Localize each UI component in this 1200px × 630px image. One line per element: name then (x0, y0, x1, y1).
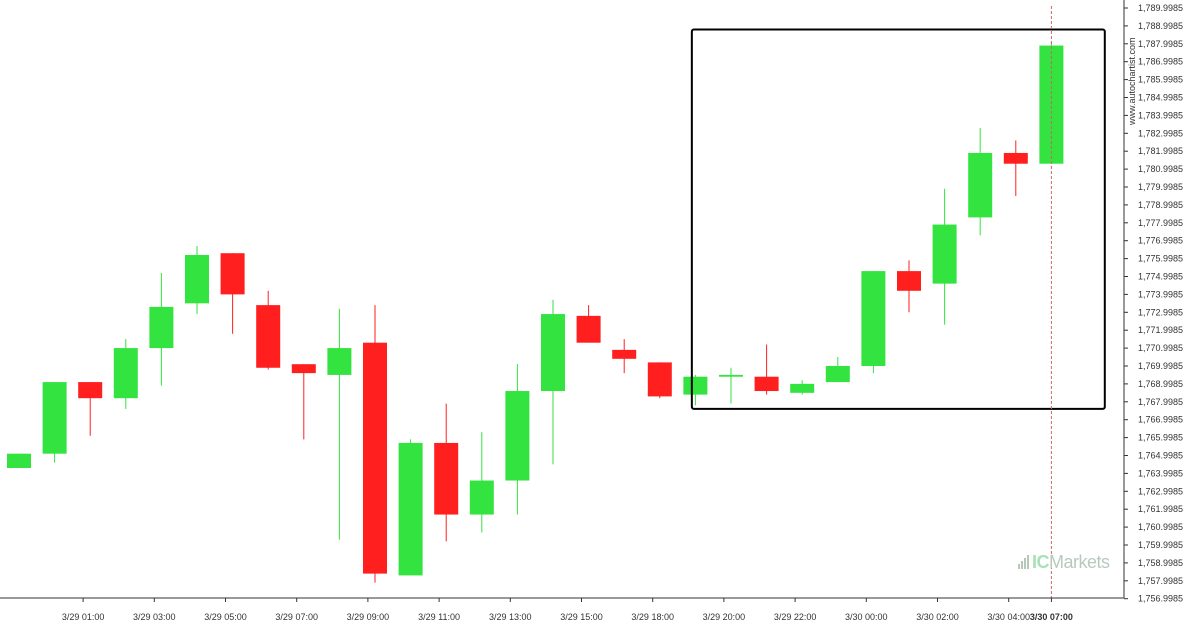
y-tick-label: 1,762.9985 (1138, 486, 1183, 496)
brand-logo: ICMarkets (1018, 551, 1110, 573)
y-tick-label: 1,761.9985 (1138, 504, 1183, 514)
brand-prefix: IC (1032, 551, 1050, 572)
watermark-text: www.autochartist.com (1127, 37, 1137, 126)
y-tick-label: 1,780.9985 (1138, 164, 1183, 174)
x-tick-label: 3/29 15:00 (560, 612, 603, 622)
y-tick-label: 1,789.9985 (1138, 3, 1183, 13)
candle-body (434, 442, 459, 515)
candle-body (78, 382, 103, 399)
x-tick-label: 3/30 04:00 (987, 612, 1030, 622)
candle-body (932, 224, 957, 284)
candle-body (968, 152, 993, 218)
y-tick-label: 1,785.9985 (1138, 75, 1183, 85)
candle-body (754, 376, 779, 392)
x-tick-label: 3/30 00:00 (845, 612, 888, 622)
candle-body (256, 305, 281, 368)
y-tick-label: 1,757.9985 (1138, 576, 1183, 586)
y-tick-label: 1,786.9985 (1138, 57, 1183, 67)
candle-body (185, 254, 209, 304)
y-tick-label: 1,763.9985 (1138, 468, 1183, 478)
candle-body (897, 271, 921, 291)
pattern-box-layer (690, 28, 1106, 410)
y-tick-label: 1,782.9985 (1138, 128, 1183, 138)
candle-body (683, 376, 708, 395)
candle-body (790, 383, 815, 393)
y-tick-label: 1,777.9985 (1138, 218, 1183, 228)
brand-suffix: Markets (1049, 551, 1110, 572)
candle-body (647, 362, 672, 397)
candle-body (505, 391, 530, 481)
candle-body (541, 314, 565, 392)
y-tick-label: 1,770.9985 (1138, 343, 1183, 353)
x-tick-label: 3/29 07:00 (275, 612, 318, 622)
y-tick-label: 1,759.9985 (1138, 540, 1183, 550)
candle-body (220, 253, 245, 295)
candle-body (149, 306, 174, 349)
x-tick-label: 3/29 22:00 (774, 612, 817, 622)
x-tick-label: 3/29 01:00 (62, 612, 105, 622)
x-axis: 3/29 01:00 3/29 03:00 3/29 05:00 3/29 07:00… (0, 597, 1124, 622)
y-tick-label: 1,783.9985 (1138, 110, 1183, 120)
x-tick-label: 3/30 02:00 (916, 612, 959, 622)
y-tick-label: 1,778.9985 (1138, 200, 1183, 210)
y-tick-label: 1,781.9985 (1138, 146, 1183, 156)
candle-body (1003, 152, 1028, 164)
y-tick-label: 1,758.9985 (1138, 558, 1183, 568)
y-tick-label: 1,760.9985 (1138, 522, 1183, 532)
y-axis: 1,789.9985 1,788.9985 1,787.9985 1,786.9985… (1123, 0, 1183, 604)
y-tick-label: 1,764.9985 (1138, 451, 1183, 461)
pattern-box (690, 28, 1106, 410)
candle-body (42, 382, 67, 454)
candle-body (1039, 45, 1064, 164)
candles-group (7, 41, 1064, 583)
y-tick-label: 1,775.9985 (1138, 254, 1183, 264)
x-tick-label: 3/30 07:00 (1030, 612, 1073, 622)
y-tick-label: 1,765.9985 (1138, 433, 1183, 443)
candle-body (398, 442, 423, 576)
brand-bars-icon (1018, 555, 1029, 569)
y-tick-label: 1,774.9985 (1138, 272, 1183, 282)
x-tick-label: 3/29 11:00 (418, 612, 460, 622)
y-tick-label: 1,784.9985 (1138, 93, 1183, 103)
x-tick-label: 3/29 09:00 (347, 612, 390, 622)
candle-body (576, 315, 601, 343)
candle-body (612, 349, 637, 359)
candle-body (861, 271, 886, 366)
y-tick-label: 1,787.9985 (1138, 39, 1183, 49)
candle-body (825, 365, 850, 383)
candle-body (363, 342, 387, 574)
candle-body (469, 480, 494, 515)
candle-body (719, 374, 743, 377)
x-tick-label: 3/29 03:00 (133, 612, 176, 622)
y-tick-label: 1,771.9985 (1138, 325, 1183, 335)
candle-body (113, 348, 138, 399)
brand-name: ICMarkets (1032, 552, 1110, 573)
y-tick-label: 1,776.9985 (1138, 236, 1183, 246)
y-tick-label: 1,756.9985 (1138, 594, 1183, 604)
x-tick-label: 3/29 13:00 (489, 612, 532, 622)
y-tick-label: 1,773.9985 (1138, 289, 1183, 299)
y-tick-label: 1,772.9985 (1138, 307, 1183, 317)
x-tick-label: 3/29 18:00 (631, 612, 674, 622)
y-tick-label: 1,766.9985 (1138, 415, 1183, 425)
y-tick-label: 1,767.9985 (1138, 397, 1183, 407)
y-tick-label: 1,769.9985 (1138, 361, 1183, 371)
candle-body (327, 348, 352, 375)
x-tick-label: 3/29 05:00 (204, 612, 247, 622)
candle-body (7, 453, 31, 469)
y-tick-label: 1,768.9985 (1138, 379, 1183, 389)
y-tick-label: 1,788.9985 (1138, 21, 1183, 31)
candle-body (291, 364, 316, 374)
y-tick-label: 1,779.9985 (1138, 182, 1183, 192)
x-tick-label: 3/29 20:00 (703, 612, 746, 622)
